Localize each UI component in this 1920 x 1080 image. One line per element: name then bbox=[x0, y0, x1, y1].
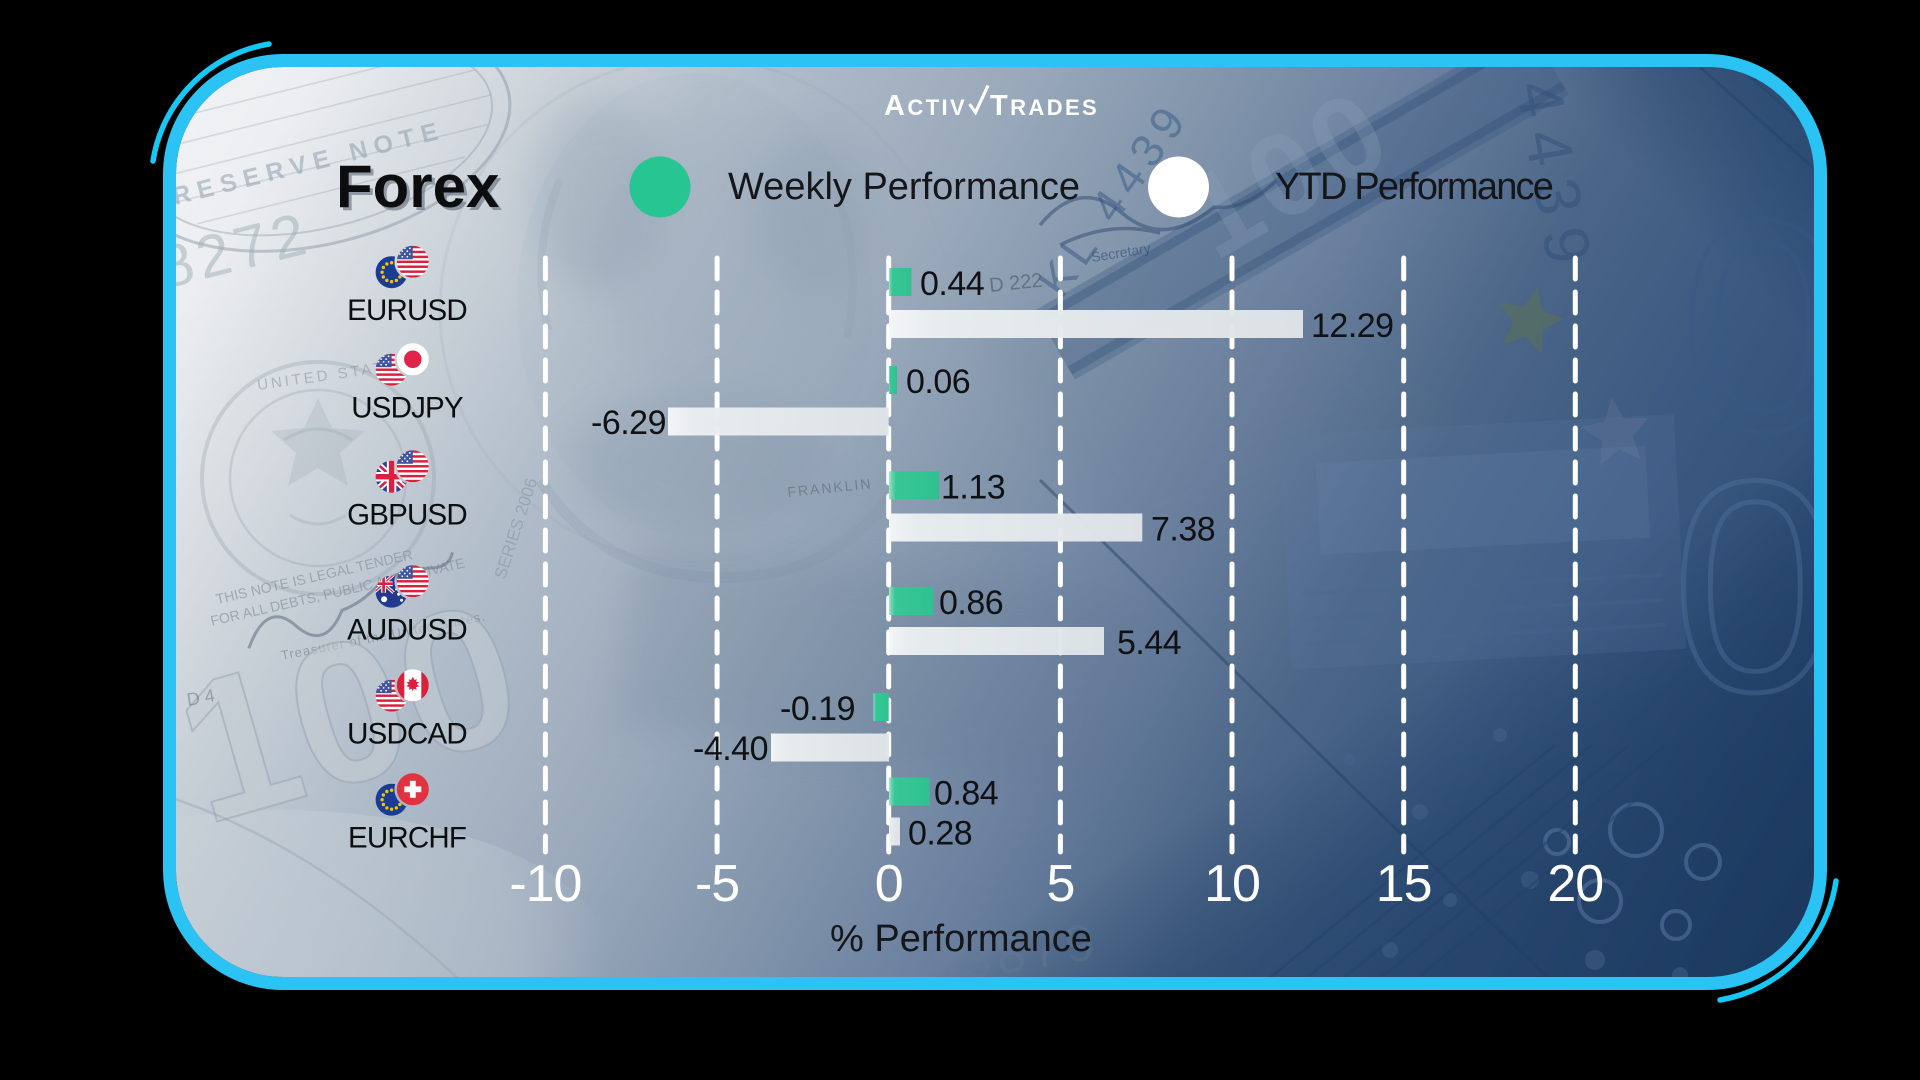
svg-text:-5: -5 bbox=[695, 855, 739, 913]
svg-text:USDCAD: USDCAD bbox=[347, 718, 467, 751]
svg-text:D 4: D 4 bbox=[185, 685, 216, 710]
svg-text:EURCHF: EURCHF bbox=[348, 822, 466, 855]
svg-text:AUDUSD: AUDUSD bbox=[347, 614, 467, 647]
svg-text:YTD Performance: YTD Performance bbox=[1275, 166, 1553, 208]
svg-text:Forex: Forex bbox=[339, 156, 502, 223]
svg-text:1.13: 1.13 bbox=[941, 468, 1005, 506]
svg-text:EURUSD: EURUSD bbox=[347, 294, 467, 327]
svg-text:10: 10 bbox=[1204, 855, 1260, 913]
svg-text:ACTIV: ACTIV bbox=[884, 90, 967, 122]
svg-text:5: 5 bbox=[1046, 855, 1074, 913]
svg-text:-10: -10 bbox=[509, 855, 581, 913]
svg-text:USDJPY: USDJPY bbox=[351, 392, 464, 425]
svg-text:5.44: 5.44 bbox=[1117, 624, 1181, 662]
svg-text:12.29: 12.29 bbox=[1311, 307, 1394, 345]
svg-text:0: 0 bbox=[875, 855, 903, 913]
svg-text:% Performance: % Performance bbox=[830, 918, 1092, 960]
svg-text:15: 15 bbox=[1376, 855, 1432, 913]
svg-text:Weekly Performance: Weekly Performance bbox=[728, 166, 1080, 208]
svg-text:-0.19: -0.19 bbox=[780, 690, 855, 728]
svg-text:0.28: 0.28 bbox=[908, 815, 972, 853]
svg-text:TRADES: TRADES bbox=[990, 90, 1099, 122]
svg-text:-4.40: -4.40 bbox=[693, 730, 768, 768]
svg-text:GBPUSD: GBPUSD bbox=[347, 499, 467, 532]
svg-text:Forex: Forex bbox=[336, 153, 499, 220]
svg-text:0.86: 0.86 bbox=[939, 584, 1003, 622]
svg-text:0.44: 0.44 bbox=[920, 265, 984, 303]
svg-text:0.84: 0.84 bbox=[934, 775, 998, 813]
svg-text:0: 0 bbox=[1680, 158, 1847, 494]
svg-text:0.06: 0.06 bbox=[906, 363, 970, 401]
svg-text:0: 0 bbox=[1672, 418, 1839, 754]
svg-text:7.38: 7.38 bbox=[1151, 511, 1215, 549]
svg-text:-6.29: -6.29 bbox=[591, 404, 666, 442]
svg-text:20: 20 bbox=[1547, 855, 1603, 913]
